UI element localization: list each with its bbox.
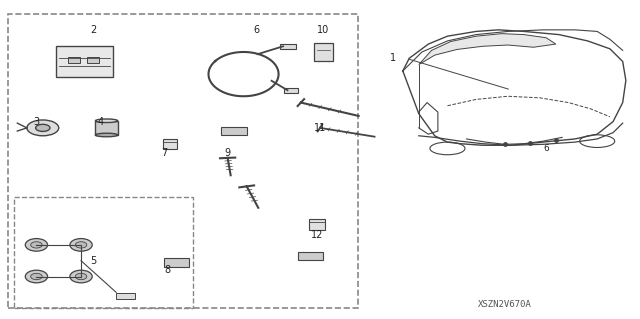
Text: 5: 5 bbox=[91, 256, 97, 266]
Text: 6: 6 bbox=[543, 144, 549, 153]
Text: 3: 3 bbox=[33, 116, 40, 127]
Ellipse shape bbox=[31, 273, 42, 280]
Text: 7: 7 bbox=[161, 148, 167, 158]
Ellipse shape bbox=[95, 119, 118, 122]
Bar bbox=[298, 251, 323, 260]
Bar bbox=[221, 127, 246, 136]
Bar bbox=[95, 121, 118, 135]
Ellipse shape bbox=[26, 270, 47, 283]
Bar bbox=[56, 46, 113, 77]
Text: 11: 11 bbox=[314, 123, 326, 133]
Text: 1: 1 bbox=[390, 53, 396, 63]
Bar bbox=[68, 57, 80, 63]
Ellipse shape bbox=[70, 239, 92, 251]
Bar bbox=[284, 88, 298, 93]
Ellipse shape bbox=[95, 133, 118, 137]
Text: 4: 4 bbox=[97, 116, 103, 127]
Bar bbox=[8, 14, 358, 308]
Ellipse shape bbox=[76, 242, 87, 248]
Bar bbox=[164, 258, 189, 267]
Ellipse shape bbox=[76, 273, 87, 280]
Text: XSZN2V670A: XSZN2V670A bbox=[478, 300, 532, 309]
Bar bbox=[280, 44, 296, 49]
Bar bbox=[309, 219, 324, 230]
Text: 6: 6 bbox=[253, 25, 259, 35]
Polygon shape bbox=[419, 33, 556, 65]
Text: 9: 9 bbox=[225, 148, 230, 158]
Bar bbox=[88, 57, 99, 63]
Text: 2: 2 bbox=[91, 25, 97, 35]
Bar bbox=[314, 43, 333, 61]
Ellipse shape bbox=[26, 239, 47, 251]
Text: 8: 8 bbox=[164, 265, 170, 275]
Text: 10: 10 bbox=[317, 25, 330, 35]
Bar bbox=[14, 197, 193, 308]
Bar bbox=[116, 293, 135, 299]
Text: 12: 12 bbox=[310, 230, 323, 241]
Ellipse shape bbox=[27, 120, 59, 136]
Ellipse shape bbox=[70, 270, 92, 283]
Ellipse shape bbox=[36, 124, 50, 131]
Bar bbox=[163, 139, 177, 149]
Ellipse shape bbox=[31, 242, 42, 248]
